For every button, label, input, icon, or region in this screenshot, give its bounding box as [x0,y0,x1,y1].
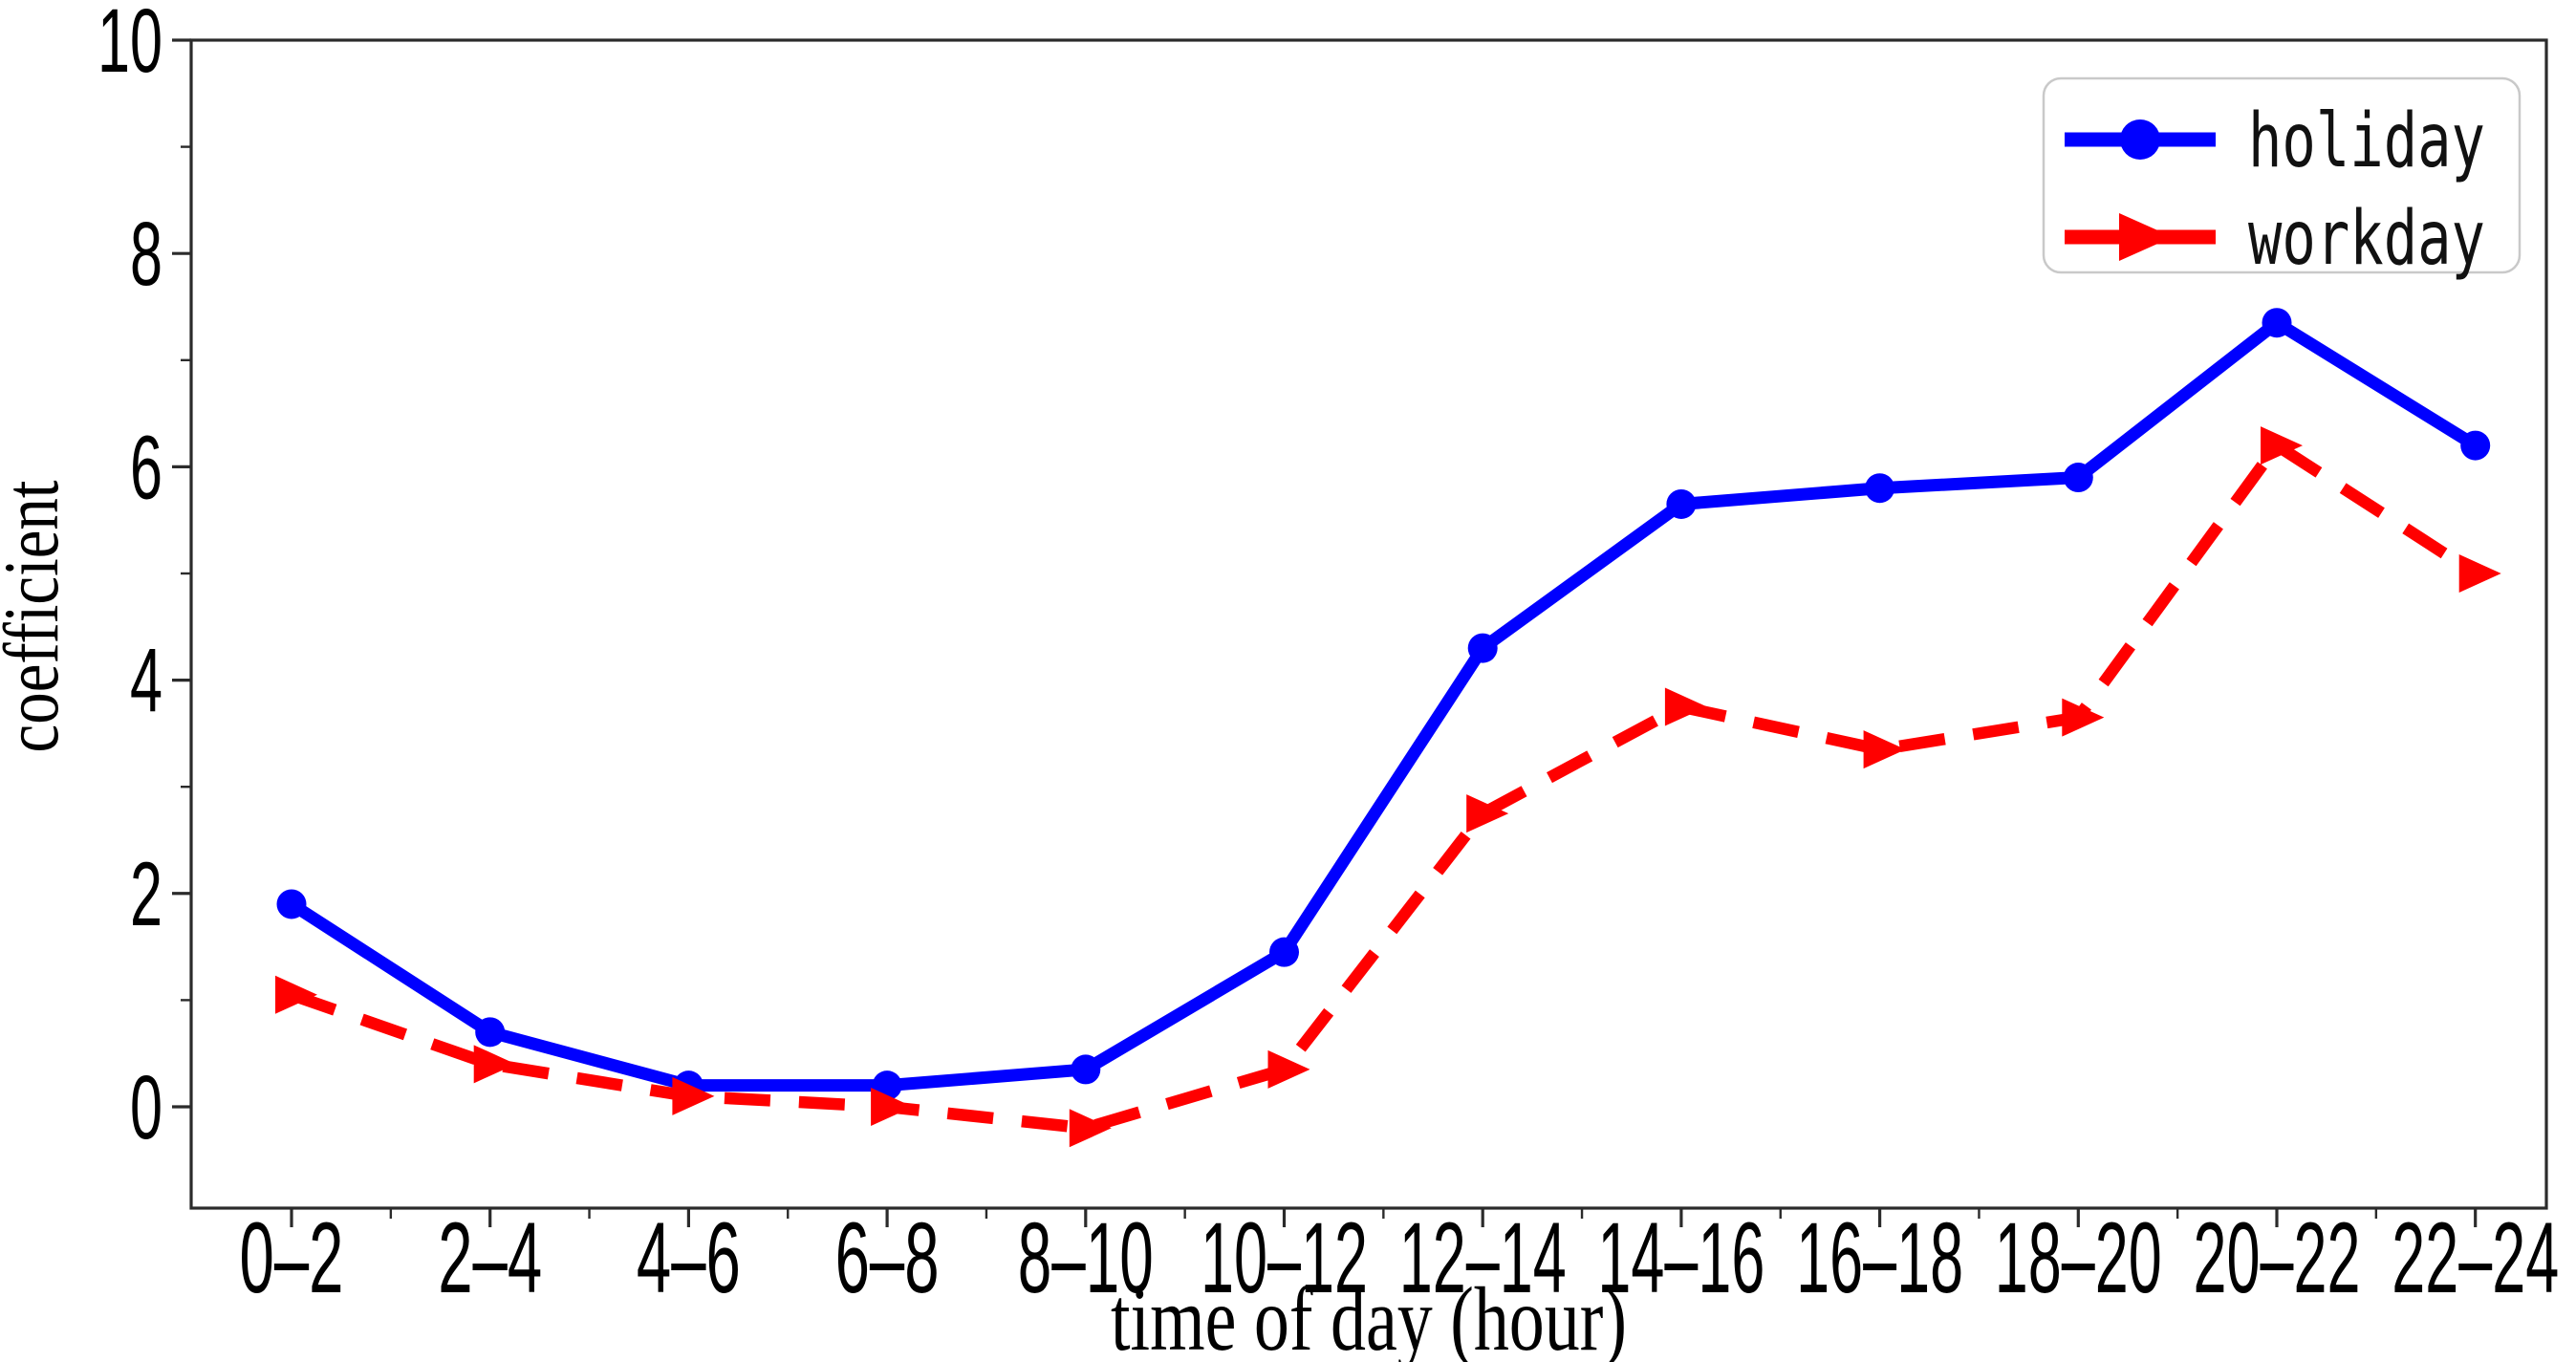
y-tick-label: 0 [130,1057,162,1158]
data-point-marker-holiday [1269,937,1299,967]
x-tick-label: 6–8 [835,1202,940,1314]
data-point-marker-workday [871,1087,914,1126]
y-tick-label: 10 [97,0,162,92]
y-axis-title: coefficient [0,480,75,752]
y-tick-label: 6 [130,417,162,518]
data-point-marker-workday [1466,794,1509,833]
x-tick-label: 4–6 [637,1202,741,1314]
legend-label-workday: workday [2248,196,2485,282]
x-tick-label: 2–4 [438,1202,542,1314]
axes-layer: 0 2 4 6 8 10 0–2 2–4 4–6 6–8 8–10 10–12 12–14 14–16 16… [97,0,2559,1314]
x-axis-title: time of day (hour) [1111,1268,1627,1362]
legend-box [2042,76,2522,274]
x-tick-label: 8–10 [1018,1202,1154,1314]
data-point-marker-workday [2261,426,2303,465]
data-point-marker-holiday [1666,488,1697,519]
workday-arrow-marker-icon [2119,213,2173,261]
x-tick-label: 0–2 [240,1202,344,1314]
x-tick-label: 22–24 [2392,1202,2559,1314]
holiday-circle-marker-icon [2120,119,2160,160]
legend-item-workday: workday [2065,196,2485,282]
series-line-holiday [288,314,2479,1092]
x-tick-label: 12–14 [1399,1202,1567,1314]
data-point-marker-workday [1267,1049,1310,1089]
x-tick-label: 10–12 [1201,1202,1368,1314]
data-point-marker-workday [1664,687,1707,726]
data-point-marker-workday [1069,1109,1112,1148]
y-tick-label: 2 [130,844,162,945]
data-point-marker-holiday [1071,1054,1101,1085]
data-point-marker-holiday [2460,430,2491,461]
series-layer [275,308,2501,1148]
legend-label-holiday: holiday [2248,98,2485,184]
y-tick-label: 4 [130,631,162,732]
x-tick-label: 14–16 [1597,1202,1764,1314]
plot-frame [189,38,2548,1210]
legend: holiday workday [2042,76,2522,282]
data-point-marker-holiday [1865,473,1895,504]
y-tick-label: 8 [130,204,162,305]
data-point-marker-holiday [2063,463,2093,493]
data-point-marker-workday [2458,553,2501,593]
data-point-marker-holiday [1467,633,1498,663]
data-point-marker-holiday [276,889,307,919]
data-point-marker-workday [275,975,317,1014]
data-point-marker-workday [2062,698,2105,737]
x-tick-label: 18–20 [1995,1202,2162,1314]
legend-item-holiday: holiday [2065,98,2485,184]
series-line-workday [289,437,2479,1135]
data-point-marker-holiday [475,1017,506,1048]
x-tick-label: 20–22 [2194,1202,2361,1314]
data-point-marker-holiday [2262,308,2292,338]
data-point-marker-workday [1863,730,1906,769]
x-tick-label: 16–18 [1796,1202,1963,1314]
data-point-marker-workday [473,1045,516,1084]
data-point-marker-workday [672,1076,715,1115]
